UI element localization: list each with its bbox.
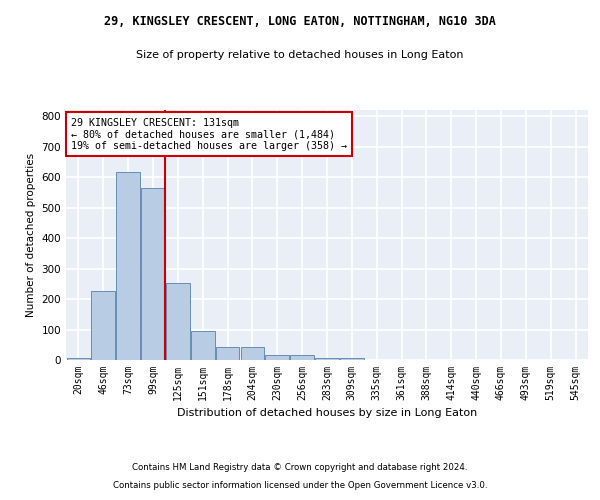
Bar (116, 172, 140, 360)
Bar (241, 347, 264, 360)
Bar (265, 355, 289, 360)
Bar (91, 292, 115, 360)
X-axis label: Distribution of detached houses by size in Long Eaton: Distribution of detached houses by size … (177, 408, 477, 418)
Bar (191, 331, 215, 360)
Text: Size of property relative to detached houses in Long Eaton: Size of property relative to detached ho… (136, 50, 464, 60)
Bar (141, 188, 165, 360)
Bar (340, 358, 364, 360)
Text: Contains public sector information licensed under the Open Government Licence v3: Contains public sector information licen… (113, 481, 487, 490)
Bar (67, 358, 90, 360)
Y-axis label: Number of detached properties: Number of detached properties (26, 153, 36, 317)
Bar (315, 358, 339, 360)
Text: Contains HM Land Registry data © Crown copyright and database right 2024.: Contains HM Land Registry data © Crown c… (132, 464, 468, 472)
Text: 29, KINGSLEY CRESCENT, LONG EATON, NOTTINGHAM, NG10 3DA: 29, KINGSLEY CRESCENT, LONG EATON, NOTTI… (104, 15, 496, 28)
Text: 29 KINGSLEY CRESCENT: 131sqm
← 80% of detached houses are smaller (1,484)
19% of: 29 KINGSLEY CRESCENT: 131sqm ← 80% of de… (71, 118, 347, 150)
Bar (166, 283, 190, 360)
Bar (290, 355, 314, 360)
Bar (216, 347, 239, 360)
